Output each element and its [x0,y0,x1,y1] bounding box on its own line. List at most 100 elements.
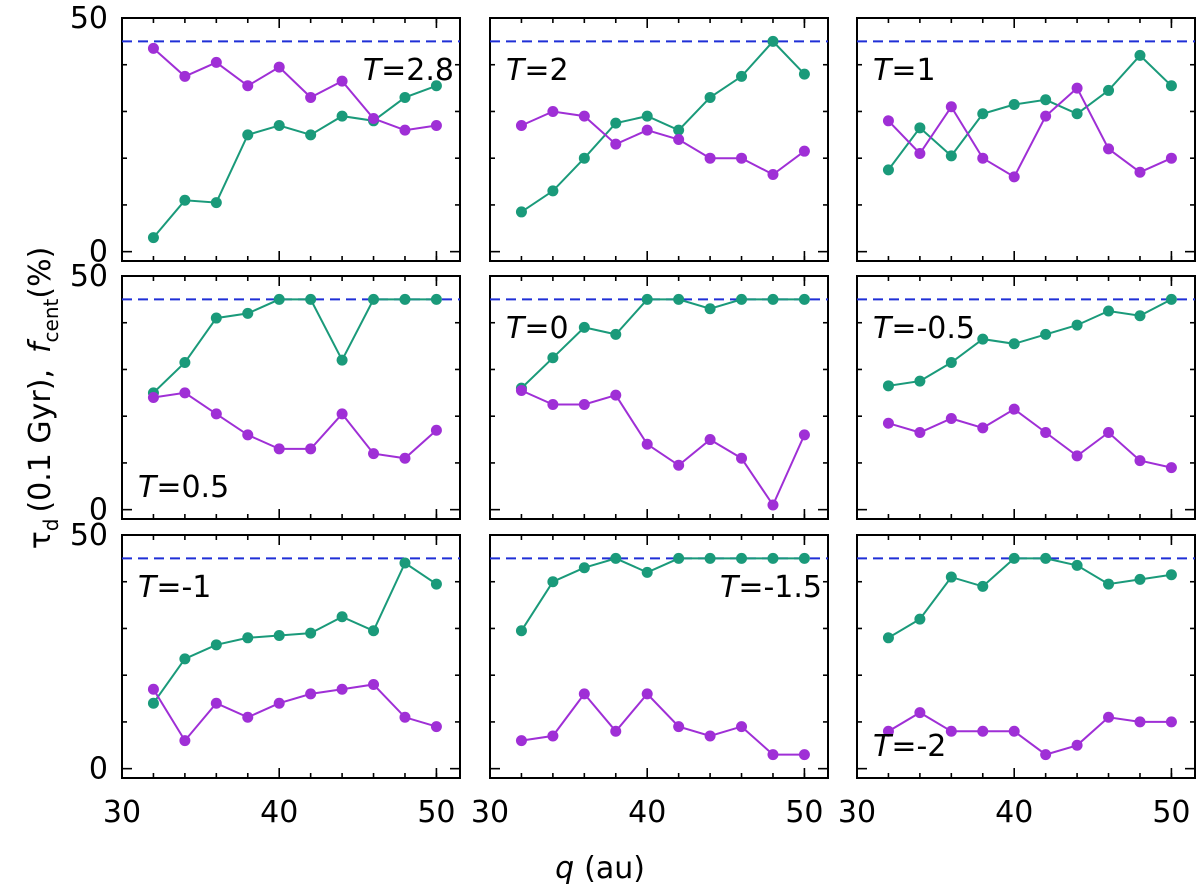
data-point-purple [1165,152,1177,164]
y-tick-label: 50 [70,1,108,36]
panel-1: T=2 [489,17,829,262]
data-point-teal [767,293,779,305]
data-point-teal [798,68,810,80]
series-line-purple [520,389,806,508]
data-point-teal [736,552,748,564]
data-point-purple [399,124,411,136]
data-point-teal [673,124,685,136]
xlabel-var: q [555,851,574,886]
y-tick-label: 50 [70,518,108,553]
data-point-teal [368,293,380,305]
data-point-teal [610,117,622,129]
series-line-teal [887,53,1173,171]
data-point-purple [179,70,191,82]
data-point-teal [179,194,191,206]
data-point-teal [399,91,411,103]
panel-label-var: T [873,729,894,764]
data-point-purple [704,152,716,164]
data-point-purple [977,152,989,164]
data-point-teal [1134,573,1146,585]
panel-5: T=-0.5 [856,275,1196,520]
series-line-teal [152,298,437,394]
data-point-purple [242,711,254,723]
data-point-purple [399,711,411,723]
data-point-purple [767,169,779,181]
panel-label: T=-2 [873,729,946,764]
data-point-purple [1165,716,1177,728]
data-point-teal [1134,310,1146,322]
series-line-purple [152,683,437,743]
panel-7: 30 40 50 T=-1.5 [471,534,829,830]
series-line-purple [887,711,1172,756]
series-line-teal [152,84,437,239]
data-point-purple [977,725,989,737]
data-point-teal [1040,552,1052,564]
data-point-purple [399,452,411,464]
data-point-teal [1008,552,1020,564]
series-line-teal [520,298,805,389]
series-line-purple [521,692,805,756]
data-point-purple [210,697,222,709]
data-point-purple [1040,749,1052,761]
panel-label-value: =-0.5 [891,311,975,346]
series-line-purple [152,47,437,132]
data-point-teal [336,110,348,122]
data-point-teal [1008,338,1020,350]
data-point-teal [977,108,989,120]
data-point-teal [798,552,810,564]
panel-3: 0 50 T=0.5 [70,259,461,528]
data-point-teal [977,580,989,592]
data-point-teal [945,571,957,583]
data-point-teal [641,110,653,122]
data-point-teal [430,578,442,590]
data-point-purple [1040,427,1052,439]
data-point-teal [210,312,222,324]
panel-label-var: T [720,570,741,605]
data-point-teal [515,206,527,218]
data-point-teal [368,625,380,637]
data-point-purple [977,422,989,434]
data-point-teal [610,552,622,564]
data-point-purple [515,119,527,131]
panel-label-value: =-2 [891,729,946,764]
data-point-teal [578,562,590,574]
data-point-purple [430,721,442,733]
data-point-purple [147,392,159,403]
x-tick-label: 30 [471,795,509,830]
data-point-teal [704,91,716,103]
data-point-purple [547,730,559,742]
panel-label: T=0.5 [138,470,229,505]
data-point-purple [336,408,348,420]
panel-label-var: T [506,311,527,346]
xlabel-units: (au) [584,851,645,886]
data-point-teal [704,303,716,315]
data-point-teal [945,356,957,368]
data-point-purple [673,134,685,145]
panel-label: T=-1.5 [720,570,822,605]
panel-label-var: T [506,53,527,88]
data-point-teal [147,697,159,709]
data-point-purple [914,707,926,719]
panel-label-value: =0 [524,311,568,346]
data-point-purple [736,452,748,464]
panel-label-var: T [363,53,384,88]
panel-label: T=2 [506,53,569,88]
panel-label: T=-0.5 [873,311,975,346]
data-point-teal [914,375,926,387]
data-point-purple [1165,462,1177,474]
data-point-purple [1103,711,1115,723]
data-point-purple [1103,427,1115,439]
data-point-purple [1071,82,1083,94]
data-point-teal [945,150,957,162]
series-line-purple [520,110,805,176]
data-point-purple [210,56,222,68]
data-point-purple [1134,455,1146,467]
data-point-purple [673,721,685,733]
data-point-teal [1134,49,1146,61]
panel-frame [489,534,829,779]
data-point-purple [273,443,285,455]
series-line-teal [520,557,805,632]
data-point-teal [1165,293,1177,305]
